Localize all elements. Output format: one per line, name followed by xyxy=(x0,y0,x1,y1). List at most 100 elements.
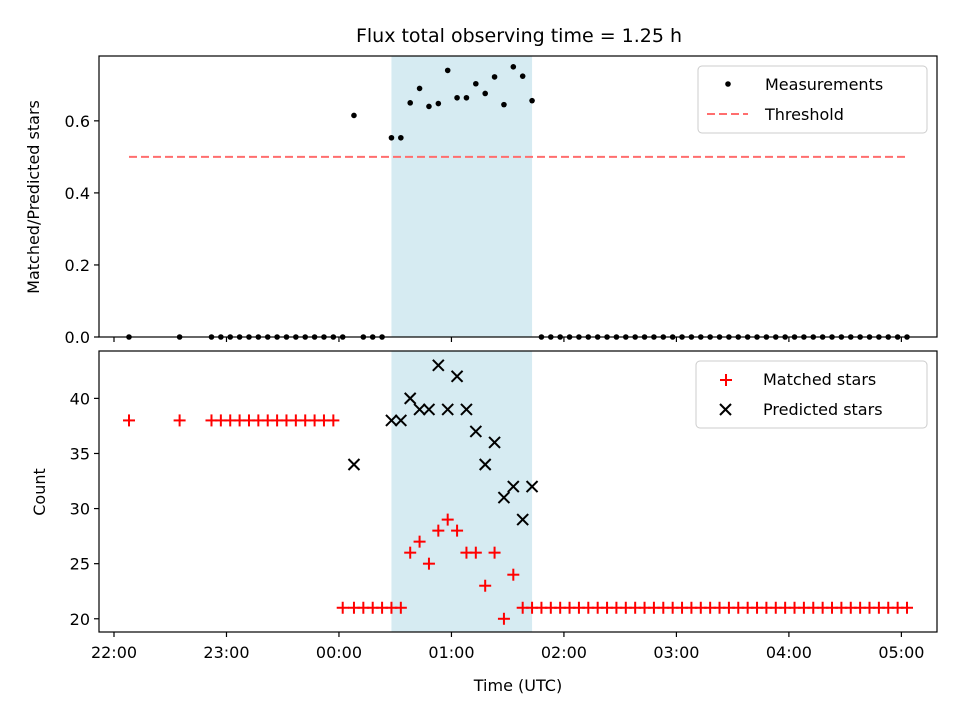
y-tick-label: 30 xyxy=(70,500,90,519)
top-x-ticks xyxy=(113,337,902,342)
bottom-x-ticks: 22:00 23:00 00:00 01:00 02:00 03:00 04:00 05:00 xyxy=(91,632,924,662)
matched-star-point xyxy=(479,579,492,592)
bottom-y-axis-label: Count xyxy=(30,468,49,516)
predicted-star-point xyxy=(478,458,492,471)
measurement-point xyxy=(398,134,404,141)
y-tick-label: 35 xyxy=(70,444,90,463)
bottom-panel: 20 25 30 35 40 22:00 23:00 00:00 01:00 02:00 03:0… xyxy=(30,350,938,695)
predicted-star-point xyxy=(347,458,361,471)
bottom-predicted-stars-points xyxy=(347,359,539,526)
x-tick-label: 23:00 xyxy=(203,643,249,662)
predicted-star-point xyxy=(497,491,511,504)
bottom-legend-box xyxy=(695,360,928,429)
measurement-point xyxy=(519,73,526,79)
matched-star-point xyxy=(122,414,135,427)
top-panel: 0.0 0.2 0.4 0.6 Flux total observing time =… xyxy=(24,25,938,347)
legend-marker-predicted xyxy=(719,403,732,416)
predicted-star-point xyxy=(403,392,417,405)
matched-star-point xyxy=(336,601,349,614)
bottom-matched-stars-points xyxy=(122,414,914,625)
predicted-star-point xyxy=(413,403,426,416)
bottom-legend: Matched stars Predicted stars xyxy=(695,360,928,429)
measurement-point xyxy=(482,90,488,97)
y-tick-label: 0.6 xyxy=(65,112,90,131)
measurement-point xyxy=(435,100,442,107)
x-tick-label: 02:00 xyxy=(541,643,587,662)
x-tick-label: 00:00 xyxy=(316,643,362,662)
measurement-point xyxy=(463,94,470,101)
matched-star-point xyxy=(404,546,417,559)
y-tick-label: 0.2 xyxy=(65,256,90,275)
predicted-star-point xyxy=(385,414,398,427)
matched-star-point xyxy=(394,601,407,614)
matched-star-point xyxy=(422,557,435,570)
legend-marker-measurements xyxy=(725,81,731,87)
legend-label-predicted: Predicted stars xyxy=(763,400,883,419)
predicted-star-point xyxy=(507,480,520,493)
x-tick-label: 05:00 xyxy=(878,643,924,662)
bottom-y-ticks: 20 25 30 35 40 xyxy=(70,389,99,629)
measurement-point xyxy=(473,80,479,87)
top-legend: Measurements Threshold xyxy=(697,65,928,134)
matched-star-point xyxy=(469,546,482,559)
matched-star-point xyxy=(413,535,426,548)
y-tick-label: 0.0 xyxy=(65,328,90,347)
predicted-star-point xyxy=(488,436,501,449)
x-axis-label: Time (UTC) xyxy=(473,676,562,695)
measurement-point xyxy=(501,101,507,108)
matched-star-point xyxy=(173,414,186,427)
measurement-point xyxy=(388,134,395,141)
y-tick-label: 25 xyxy=(70,555,90,574)
measurement-point xyxy=(444,67,451,74)
top-y-axis-label: Matched/Predicted stars xyxy=(24,100,43,294)
predicted-star-point xyxy=(394,414,408,427)
x-tick-label: 01:00 xyxy=(428,643,474,662)
predicted-star-point xyxy=(525,480,539,493)
measurement-point xyxy=(407,100,414,106)
y-tick-label: 40 xyxy=(70,389,90,408)
bottom-observing-window xyxy=(391,351,533,632)
predicted-star-point xyxy=(450,370,464,383)
chart-title: Flux total observing time = 1.25 h xyxy=(356,25,682,47)
measurement-point xyxy=(351,112,357,119)
observing-window-band xyxy=(391,351,533,632)
top-legend-box xyxy=(697,65,928,134)
axes-spine xyxy=(98,55,938,338)
x-tick-label: 22:00 xyxy=(91,643,137,662)
matched-star-point xyxy=(441,513,454,526)
x-tick-label: 03:00 xyxy=(653,643,699,662)
legend-label-threshold: Threshold xyxy=(764,105,844,124)
axes-spine xyxy=(98,350,938,633)
y-tick-label: 20 xyxy=(70,610,90,629)
matched-star-point xyxy=(432,524,445,537)
measurement-point xyxy=(426,103,432,110)
legend-label-matched: Matched stars xyxy=(763,370,876,389)
predicted-star-point xyxy=(441,403,454,416)
measurement-point xyxy=(454,94,460,101)
bottom-axes-frame xyxy=(98,350,938,633)
matched-star-point xyxy=(507,568,520,581)
matched-star-point xyxy=(488,546,501,559)
measurement-point xyxy=(529,97,535,104)
predicted-star-point xyxy=(422,403,436,416)
top-axes-frame xyxy=(98,55,938,338)
top-y-ticks: 0.0 0.2 0.4 0.6 xyxy=(65,112,99,347)
matched-star-point xyxy=(451,524,464,537)
x-tick-label: 04:00 xyxy=(766,643,812,662)
measurement-point xyxy=(510,64,517,70)
matched-star-point xyxy=(327,414,340,427)
predicted-star-point xyxy=(460,403,473,416)
observing-window-band xyxy=(391,56,533,337)
predicted-star-point xyxy=(516,513,529,526)
matched-star-point xyxy=(497,612,510,625)
matched-star-point xyxy=(901,601,914,614)
legend-marker-matched xyxy=(720,374,732,386)
predicted-star-point xyxy=(469,425,483,438)
predicted-star-point xyxy=(432,359,445,372)
legend-label-measurements: Measurements xyxy=(765,75,883,94)
measurement-point xyxy=(491,74,498,80)
measurement-point xyxy=(416,85,423,92)
top-observing-window xyxy=(391,56,533,337)
y-tick-label: 0.4 xyxy=(65,184,90,203)
